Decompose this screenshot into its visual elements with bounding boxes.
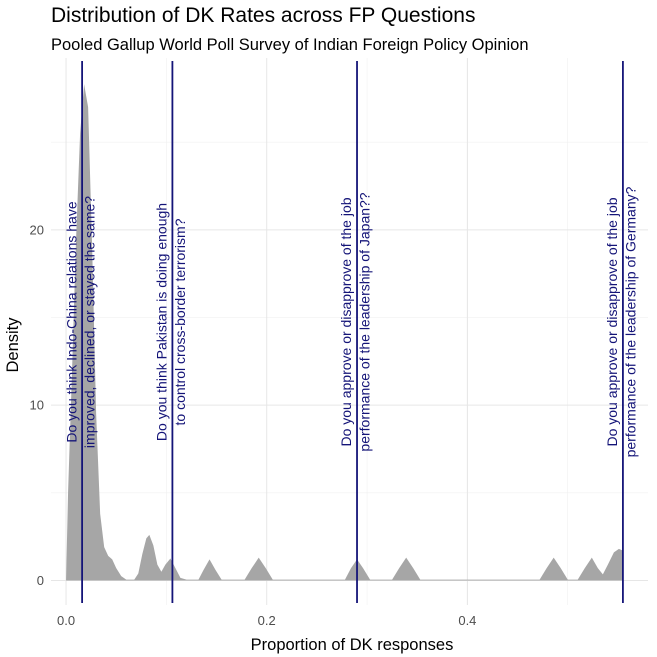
x-tick-label: 0.4 bbox=[458, 613, 476, 628]
annotation-text: Do you approve or disapprove of the job p… bbox=[604, 186, 638, 457]
question-annotations: Do you think Indo-China relations have im… bbox=[63, 186, 638, 457]
reference-lines bbox=[81, 61, 624, 603]
chart-subtitle: Pooled Gallup World Poll Survey of India… bbox=[51, 36, 529, 54]
x-axis-ticks: 0.0 0.2 0.4 bbox=[57, 613, 476, 628]
annotation-text: Do you think Indo-China relations have im… bbox=[63, 196, 97, 448]
annotation-line: improved, declined, or stayed the same? bbox=[82, 196, 98, 448]
x-tick-label: 0.2 bbox=[258, 613, 276, 628]
annotation-line: Do you think Pakistan is doing enough bbox=[154, 203, 170, 441]
x-axis-title: Proportion of DK responses bbox=[251, 636, 454, 654]
annotation-line: performance of the leadership of Japan?? bbox=[356, 192, 372, 451]
y-tick-label: 20 bbox=[30, 222, 44, 237]
annotation-line: to control cross-border terrorism? bbox=[172, 218, 188, 425]
y-tick-label: 0 bbox=[37, 573, 44, 588]
annotation-text: Do you approve or disapprove of the job p… bbox=[338, 192, 372, 451]
y-axis-ticks: 0 10 20 bbox=[30, 222, 44, 588]
annotation-line: Do you approve or disapprove of the job bbox=[338, 197, 354, 446]
annotation-text: Do you think Pakistan is doing enough to … bbox=[154, 203, 188, 441]
chart-title: Distribution of DK Rates across FP Quest… bbox=[51, 4, 475, 27]
x-tick-label: 0.0 bbox=[57, 613, 75, 628]
annotation-line: performance of the leadership of Germany… bbox=[622, 186, 638, 457]
annotation-line: Do you think Indo-China relations have bbox=[63, 201, 79, 442]
annotation-line: Do you approve or disapprove of the job bbox=[604, 197, 620, 446]
y-tick-label: 10 bbox=[30, 398, 44, 413]
y-axis-title: Density bbox=[4, 317, 22, 373]
